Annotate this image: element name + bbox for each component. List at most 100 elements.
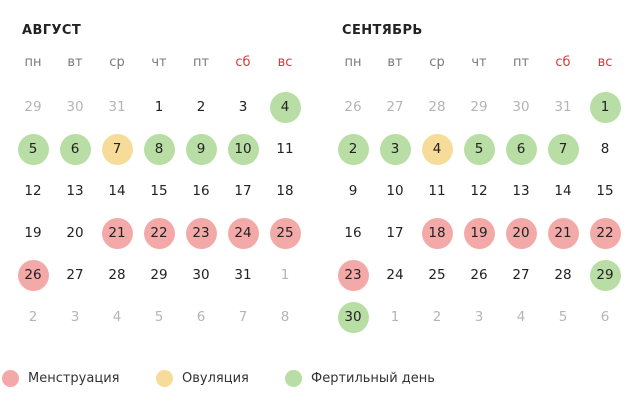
day-cell[interactable]: 7 — [96, 128, 138, 170]
calendar-september: СЕНТЯБРЬ пн вт ср чт пт сб вс 26 27 28 29 30 31 1 2 3 4 5… — [332, 18, 626, 338]
day-cell[interactable]: 15 — [584, 170, 626, 212]
day-cell[interactable]: 29 — [458, 86, 500, 128]
day-cell[interactable]: 18 — [416, 212, 458, 254]
day-cell[interactable]: 5 — [12, 128, 54, 170]
day-cell[interactable]: 31 — [96, 86, 138, 128]
day-menstruation: 21 — [547, 217, 579, 249]
day-cell[interactable]: 27 — [54, 254, 96, 296]
day-cell[interactable]: 3 — [374, 128, 416, 170]
day-cell[interactable]: 29 — [138, 254, 180, 296]
day-cell[interactable]: 1 — [374, 296, 416, 338]
day-cell[interactable]: 28 — [96, 254, 138, 296]
day-ovulation: 4 — [421, 133, 453, 165]
day-cell[interactable]: 11 — [264, 128, 306, 170]
day-cell[interactable]: 8 — [264, 296, 306, 338]
day-cell[interactable]: 10 — [222, 128, 264, 170]
day-cell[interactable]: 20 — [500, 212, 542, 254]
day-cell[interactable]: 12 — [12, 170, 54, 212]
calendar-grid: пн вт ср чт пт сб вс 26 27 28 29 30 31 1 2 3 4 5 6 7 8 9 10 11 1… — [332, 44, 626, 338]
day-cell[interactable]: 1 — [264, 254, 306, 296]
day-cell[interactable]: 7 — [222, 296, 264, 338]
day-cell[interactable]: 25 — [264, 212, 306, 254]
day-cell[interactable]: 4 — [96, 296, 138, 338]
day-cell[interactable]: 27 — [500, 254, 542, 296]
day-cell[interactable]: 8 — [138, 128, 180, 170]
day-cell[interactable]: 3 — [54, 296, 96, 338]
day-cell[interactable]: 28 — [542, 254, 584, 296]
day-fertile: 29 — [589, 259, 621, 291]
day-cell[interactable]: 14 — [542, 170, 584, 212]
day-cell[interactable]: 2 — [12, 296, 54, 338]
day-cell[interactable]: 15 — [138, 170, 180, 212]
day-number: 27 — [66, 267, 84, 283]
day-ovulation: 7 — [101, 133, 133, 165]
weekday-header: пн — [24, 54, 42, 70]
day-cell[interactable]: 26 — [458, 254, 500, 296]
day-cell[interactable]: 14 — [96, 170, 138, 212]
day-cell[interactable]: 25 — [416, 254, 458, 296]
day-cell[interactable]: 31 — [542, 86, 584, 128]
day-cell[interactable]: 19 — [458, 212, 500, 254]
day-cell[interactable]: 23 — [332, 254, 374, 296]
day-cell[interactable]: 3 — [222, 86, 264, 128]
day-cell[interactable]: 5 — [138, 296, 180, 338]
day-cell[interactable]: 30 — [180, 254, 222, 296]
day-cell[interactable]: 30 — [332, 296, 374, 338]
day-cell[interactable]: 6 — [180, 296, 222, 338]
day-cell[interactable]: 2 — [416, 296, 458, 338]
day-cell[interactable]: 4 — [264, 86, 306, 128]
day-cell[interactable]: 18 — [264, 170, 306, 212]
day-cell[interactable]: 22 — [584, 212, 626, 254]
day-cell[interactable]: 12 — [458, 170, 500, 212]
day-cell[interactable]: 30 — [54, 86, 96, 128]
day-cell[interactable]: 2 — [332, 128, 374, 170]
day-cell[interactable]: 6 — [500, 128, 542, 170]
day-number: 3 — [70, 309, 80, 325]
day-cell[interactable]: 28 — [416, 86, 458, 128]
day-cell[interactable]: 6 — [584, 296, 626, 338]
day-cell[interactable]: 3 — [458, 296, 500, 338]
weekday-header: вт — [387, 54, 403, 70]
day-cell[interactable]: 11 — [416, 170, 458, 212]
day-number: 8 — [600, 141, 610, 157]
day-cell[interactable]: 4 — [416, 128, 458, 170]
day-cell[interactable]: 9 — [180, 128, 222, 170]
day-menstruation: 23 — [185, 217, 217, 249]
weekday-header: вс — [277, 54, 293, 70]
day-cell[interactable]: 24 — [374, 254, 416, 296]
day-cell[interactable]: 26 — [332, 86, 374, 128]
day-cell[interactable]: 13 — [500, 170, 542, 212]
day-cell[interactable]: 29 — [12, 86, 54, 128]
day-cell[interactable]: 16 — [332, 212, 374, 254]
day-cell[interactable]: 5 — [542, 296, 584, 338]
day-cell[interactable]: 24 — [222, 212, 264, 254]
day-cell[interactable]: 27 — [374, 86, 416, 128]
day-cell[interactable]: 6 — [54, 128, 96, 170]
day-cell[interactable]: 4 — [500, 296, 542, 338]
day-cell[interactable]: 30 — [500, 86, 542, 128]
day-cell[interactable]: 21 — [96, 212, 138, 254]
day-menstruation: 19 — [463, 217, 495, 249]
day-fertile: 6 — [505, 133, 537, 165]
day-cell[interactable]: 7 — [542, 128, 584, 170]
day-cell[interactable]: 10 — [374, 170, 416, 212]
day-cell[interactable]: 19 — [12, 212, 54, 254]
day-cell[interactable]: 22 — [138, 212, 180, 254]
day-cell[interactable]: 23 — [180, 212, 222, 254]
day-cell[interactable]: 1 — [138, 86, 180, 128]
day-cell[interactable]: 29 — [584, 254, 626, 296]
day-cell[interactable]: 8 — [584, 128, 626, 170]
day-cell[interactable]: 17 — [222, 170, 264, 212]
day-number: 4 — [112, 309, 122, 325]
day-cell[interactable]: 5 — [458, 128, 500, 170]
day-cell[interactable]: 9 — [332, 170, 374, 212]
day-cell[interactable]: 1 — [584, 86, 626, 128]
day-cell[interactable]: 26 — [12, 254, 54, 296]
day-cell[interactable]: 31 — [222, 254, 264, 296]
day-cell[interactable]: 20 — [54, 212, 96, 254]
day-cell[interactable]: 2 — [180, 86, 222, 128]
day-cell[interactable]: 17 — [374, 212, 416, 254]
day-cell[interactable]: 16 — [180, 170, 222, 212]
day-cell[interactable]: 21 — [542, 212, 584, 254]
day-cell[interactable]: 13 — [54, 170, 96, 212]
